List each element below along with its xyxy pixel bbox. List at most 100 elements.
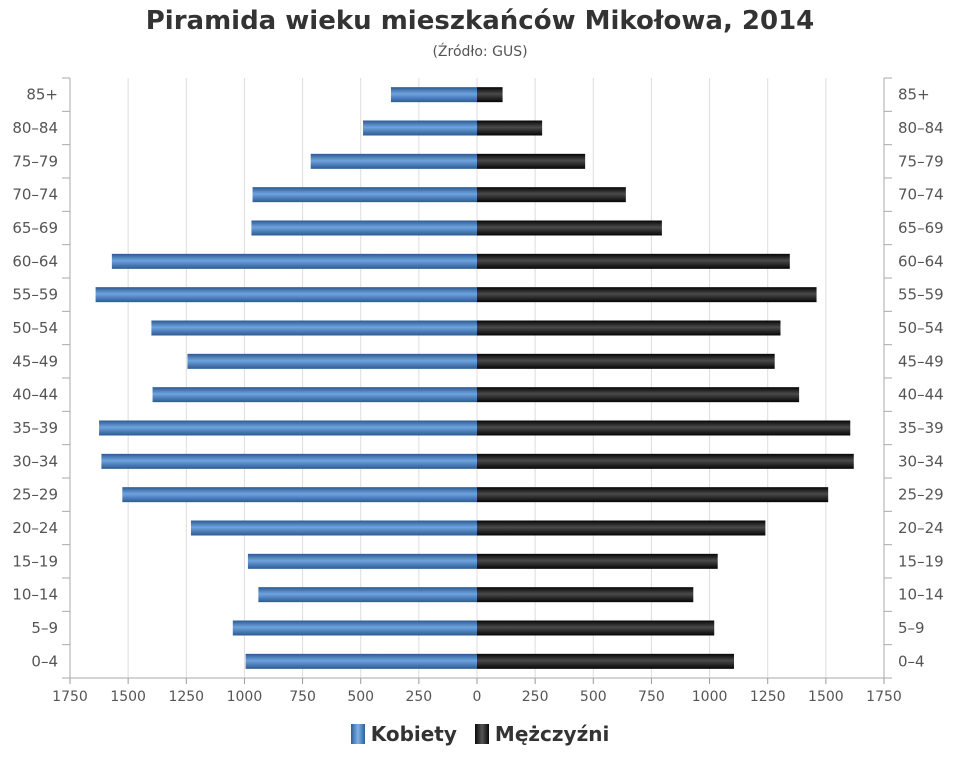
bar-kobiety[interactable] bbox=[247, 553, 477, 569]
bar-mezczyzni[interactable] bbox=[477, 620, 715, 636]
category-label-left: 10–14 bbox=[12, 586, 58, 604]
bar-mezczyzni[interactable] bbox=[477, 120, 543, 136]
x-tick-label: 750 bbox=[289, 689, 316, 705]
category-label-left: 55–59 bbox=[12, 286, 58, 304]
category-label-right: 15–19 bbox=[898, 552, 944, 570]
category-label-right: 30–34 bbox=[898, 452, 944, 470]
bar-mezczyzni[interactable] bbox=[477, 153, 586, 169]
x-tick-label: 0 bbox=[473, 689, 482, 705]
bar-kobiety[interactable] bbox=[95, 287, 477, 303]
x-tick-label: 1250 bbox=[750, 689, 786, 705]
bar-kobiety[interactable] bbox=[390, 87, 477, 103]
legend-label-kobiety: Kobiety bbox=[370, 722, 457, 746]
category-label-right: 80–84 bbox=[898, 119, 944, 137]
category-label-right: 55–59 bbox=[898, 286, 944, 304]
category-label-right: 0–4 bbox=[898, 652, 925, 670]
category-label-left: 0–4 bbox=[31, 652, 58, 670]
bar-kobiety[interactable] bbox=[363, 120, 477, 136]
category-label-left: 25–29 bbox=[12, 486, 58, 504]
legend-swatch-mezczyzni bbox=[474, 724, 489, 744]
bar-kobiety[interactable] bbox=[99, 420, 478, 436]
bar-kobiety[interactable] bbox=[258, 587, 477, 603]
category-label-left: 30–34 bbox=[12, 452, 58, 470]
category-label-left: 65–69 bbox=[12, 219, 58, 237]
x-tick-label: 1750 bbox=[52, 689, 88, 705]
bar-kobiety[interactable] bbox=[310, 153, 477, 169]
x-tick-label: 250 bbox=[522, 689, 549, 705]
category-label-left: 70–74 bbox=[12, 186, 58, 204]
bar-kobiety[interactable] bbox=[152, 387, 477, 403]
category-label-right: 65–69 bbox=[898, 219, 944, 237]
x-tick-label: 1500 bbox=[110, 689, 146, 705]
category-label-left: 40–44 bbox=[12, 386, 58, 404]
x-tick-label: 250 bbox=[405, 689, 432, 705]
bar-mezczyzni[interactable] bbox=[477, 587, 694, 603]
bar-kobiety[interactable] bbox=[252, 187, 477, 203]
category-label-right: 50–54 bbox=[898, 319, 944, 337]
x-tick-label: 500 bbox=[347, 689, 374, 705]
chart-subtitle: (Źródło: GUS) bbox=[432, 44, 528, 60]
category-label-right: 35–39 bbox=[898, 419, 944, 437]
category-label-right: 10–14 bbox=[898, 586, 944, 604]
category-label-left: 75–79 bbox=[12, 152, 58, 170]
x-tick-label: 750 bbox=[638, 689, 665, 705]
legend-item-kobiety[interactable]: Kobiety bbox=[350, 722, 457, 746]
axis-labels: 1750 1500 1250 1000 750 500 250 0 250 500 750 1000 1… bbox=[12, 86, 943, 705]
x-tick-label: 1500 bbox=[808, 689, 844, 705]
category-label-left: 85+ bbox=[26, 86, 58, 104]
bar-mezczyzni[interactable] bbox=[477, 387, 800, 403]
category-label-left: 35–39 bbox=[12, 419, 58, 437]
bar-mezczyzni[interactable] bbox=[477, 187, 626, 203]
bar-kobiety[interactable] bbox=[122, 487, 477, 503]
category-label-left: 80–84 bbox=[12, 119, 58, 137]
x-tick-label: 1000 bbox=[692, 689, 728, 705]
bar-mezczyzni[interactable] bbox=[477, 87, 503, 103]
bar-mezczyzni[interactable] bbox=[477, 320, 781, 336]
category-label-right: 60–64 bbox=[898, 252, 944, 270]
category-label-left: 5–9 bbox=[31, 619, 58, 637]
bar-mezczyzni[interactable] bbox=[477, 553, 718, 569]
category-label-right: 20–24 bbox=[898, 519, 944, 537]
category-label-right: 45–49 bbox=[898, 352, 944, 370]
bar-mezczyzni[interactable] bbox=[477, 653, 734, 669]
bar-kobiety[interactable] bbox=[251, 220, 477, 236]
bar-mezczyzni[interactable] bbox=[477, 287, 817, 303]
category-label-left: 20–24 bbox=[12, 519, 58, 537]
category-label-right: 5–9 bbox=[898, 619, 925, 637]
category-label-right: 40–44 bbox=[898, 386, 944, 404]
category-label-left: 15–19 bbox=[12, 552, 58, 570]
bar-kobiety[interactable] bbox=[190, 520, 478, 536]
bar-mezczyzni[interactable] bbox=[477, 253, 790, 269]
x-tick-label: 1750 bbox=[866, 689, 902, 705]
category-label-right: 25–29 bbox=[898, 486, 944, 504]
bar-kobiety[interactable] bbox=[187, 353, 477, 369]
category-label-right: 70–74 bbox=[898, 186, 944, 204]
x-tick-label: 1000 bbox=[227, 689, 263, 705]
bars bbox=[95, 87, 854, 669]
bar-kobiety[interactable] bbox=[151, 320, 477, 336]
x-tick-label: 500 bbox=[580, 689, 607, 705]
bar-kobiety[interactable] bbox=[111, 253, 477, 269]
category-label-left: 50–54 bbox=[12, 319, 58, 337]
legend-label-mezczyzni: Mężczyźni bbox=[494, 722, 610, 746]
x-tick-label: 1250 bbox=[168, 689, 204, 705]
axes bbox=[62, 77, 892, 684]
category-label-left: 45–49 bbox=[12, 352, 58, 370]
bar-kobiety[interactable] bbox=[245, 653, 477, 669]
bar-mezczyzni[interactable] bbox=[477, 487, 829, 503]
category-label-right: 85+ bbox=[898, 86, 930, 104]
bar-mezczyzni[interactable] bbox=[477, 220, 662, 236]
category-label-right: 75–79 bbox=[898, 152, 944, 170]
chart-title: Piramida wieku mieszkańców Mikołowa, 201… bbox=[145, 6, 815, 36]
bar-mezczyzni[interactable] bbox=[477, 353, 775, 369]
bar-mezczyzni[interactable] bbox=[477, 453, 854, 469]
category-label-left: 60–64 bbox=[12, 252, 58, 270]
legend-swatch-kobiety bbox=[350, 724, 365, 744]
legend-item-mezczyzni[interactable]: Mężczyźni bbox=[474, 722, 610, 746]
bar-kobiety[interactable] bbox=[101, 453, 477, 469]
bar-mezczyzni[interactable] bbox=[477, 520, 766, 536]
bar-mezczyzni[interactable] bbox=[477, 420, 851, 436]
bar-kobiety[interactable] bbox=[232, 620, 477, 636]
